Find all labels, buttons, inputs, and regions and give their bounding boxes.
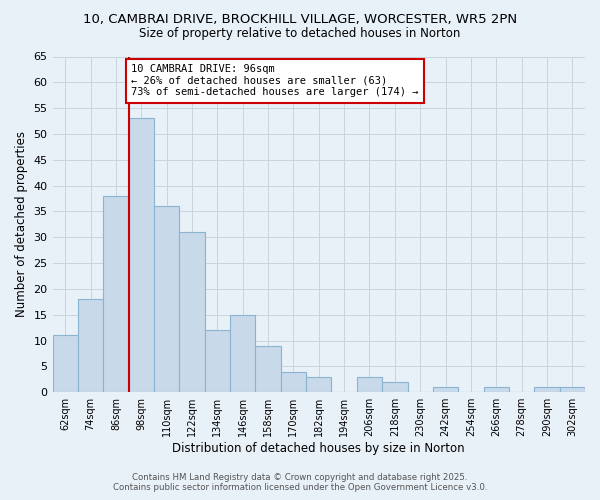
Bar xyxy=(357,376,382,392)
Bar xyxy=(53,336,78,392)
X-axis label: Distribution of detached houses by size in Norton: Distribution of detached houses by size … xyxy=(172,442,465,455)
Bar xyxy=(560,387,585,392)
Bar xyxy=(128,118,154,392)
Bar xyxy=(382,382,407,392)
Bar xyxy=(179,232,205,392)
Text: 10, CAMBRAI DRIVE, BROCKHILL VILLAGE, WORCESTER, WR5 2PN: 10, CAMBRAI DRIVE, BROCKHILL VILLAGE, WO… xyxy=(83,12,517,26)
Bar xyxy=(103,196,128,392)
Bar xyxy=(433,387,458,392)
Bar xyxy=(230,314,256,392)
Bar xyxy=(534,387,560,392)
Bar xyxy=(256,346,281,392)
Bar xyxy=(306,376,331,392)
Bar xyxy=(484,387,509,392)
Bar xyxy=(154,206,179,392)
Bar xyxy=(78,299,103,392)
Bar xyxy=(281,372,306,392)
Text: Contains HM Land Registry data © Crown copyright and database right 2025.
Contai: Contains HM Land Registry data © Crown c… xyxy=(113,473,487,492)
Text: Size of property relative to detached houses in Norton: Size of property relative to detached ho… xyxy=(139,28,461,40)
Y-axis label: Number of detached properties: Number of detached properties xyxy=(15,132,28,318)
Text: 10 CAMBRAI DRIVE: 96sqm
← 26% of detached houses are smaller (63)
73% of semi-de: 10 CAMBRAI DRIVE: 96sqm ← 26% of detache… xyxy=(131,64,419,98)
Bar xyxy=(205,330,230,392)
